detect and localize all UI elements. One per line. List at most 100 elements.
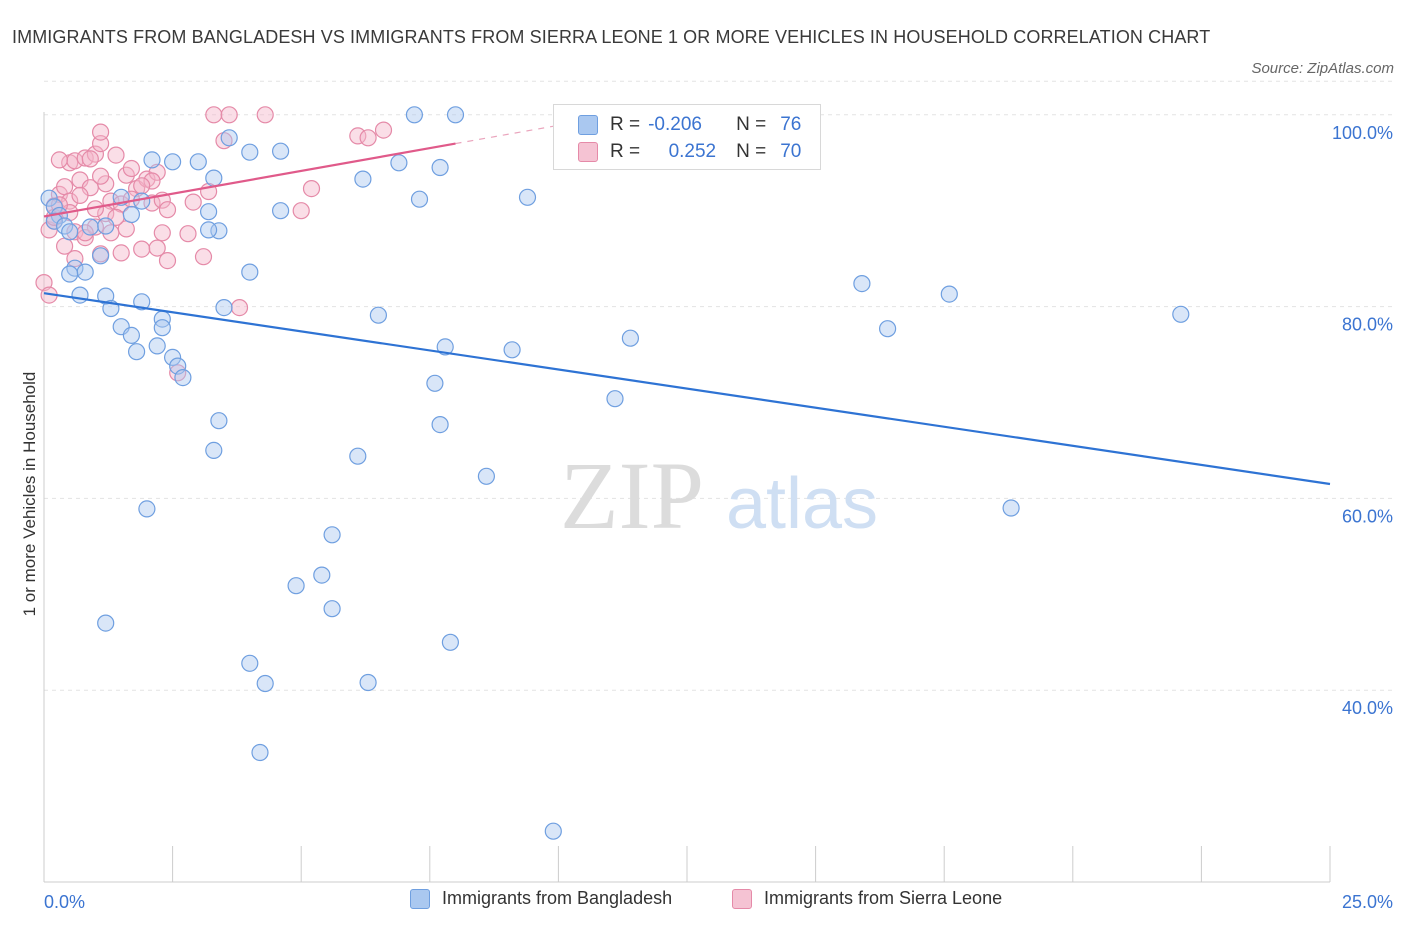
data-point — [287, 577, 305, 595]
sierra-leone-points — [35, 106, 393, 382]
data-point — [359, 129, 377, 147]
data-point — [133, 240, 151, 258]
data-point — [143, 151, 161, 169]
data-point — [133, 177, 151, 195]
data-point — [122, 159, 140, 178]
data-point — [133, 293, 151, 311]
data-point — [205, 106, 223, 124]
y-tick-label: 80.0% — [1342, 315, 1393, 335]
legend-label-bangladesh: Immigrants from Bangladesh — [442, 888, 673, 908]
r-value: 0.252 — [668, 141, 717, 162]
data-point — [164, 153, 182, 171]
data-point — [349, 447, 367, 465]
data-point — [143, 172, 161, 190]
data-point — [853, 275, 871, 293]
data-point — [477, 467, 495, 485]
data-point — [40, 189, 58, 207]
legend-swatch-blue — [410, 888, 430, 909]
data-point — [112, 244, 130, 262]
data-point — [436, 338, 454, 356]
data-point — [184, 193, 202, 211]
r-label: R = — [610, 114, 641, 135]
data-point — [122, 205, 140, 224]
data-point — [410, 190, 429, 208]
n-value: 76 — [780, 114, 802, 135]
data-point — [374, 121, 393, 139]
data-point — [1002, 499, 1020, 517]
data-point — [272, 142, 290, 160]
data-point — [158, 201, 177, 219]
data-point — [431, 158, 449, 177]
data-point — [241, 263, 259, 281]
data-point — [179, 225, 197, 243]
axes — [43, 112, 1331, 883]
stats-swatch-blue — [578, 115, 598, 135]
data-point — [138, 500, 156, 518]
n-label: N = — [736, 141, 767, 162]
data-point — [256, 106, 274, 124]
r-value: -0.206 — [648, 114, 702, 135]
bangladesh-points — [40, 106, 1190, 840]
data-point — [200, 221, 218, 239]
data-point — [86, 145, 105, 163]
data-point — [153, 319, 171, 337]
y-tick-label: 100.0% — [1332, 123, 1393, 143]
legend-item-sierra-leone[interactable]: Immigrants from Sierra Leone — [732, 888, 1002, 909]
trend-line-sierra-leone — [43, 142, 456, 218]
y-tick-label: 40.0% — [1342, 698, 1393, 718]
data-point — [220, 106, 238, 124]
x-tick-label-min: 0.0% — [44, 892, 85, 912]
data-point — [164, 348, 182, 366]
data-point — [323, 600, 341, 618]
watermark-atlas: atlas — [726, 464, 878, 544]
data-point — [91, 167, 110, 185]
legend-swatch-pink — [732, 888, 752, 909]
n-label: N = — [736, 114, 767, 135]
data-point — [148, 337, 166, 355]
data-point — [169, 364, 187, 382]
data-point — [313, 566, 331, 584]
data-point — [71, 286, 89, 304]
y-tick-label: 60.0% — [1342, 506, 1393, 526]
data-point — [210, 412, 228, 430]
legend: Immigrants from Bangladesh Immigrants fr… — [0, 888, 1406, 918]
data-point — [205, 441, 223, 459]
n-value: 70 — [780, 141, 802, 162]
data-point — [128, 343, 146, 361]
data-point — [71, 186, 89, 204]
trend-extension-sierra-leone — [455, 122, 569, 145]
stats-box: R = -0.206 N = 76 R = 0.252 N = 70 — [553, 104, 821, 170]
data-point — [97, 217, 115, 235]
data-point — [91, 123, 110, 141]
data-point — [302, 180, 321, 198]
data-point — [122, 326, 140, 344]
data-point — [518, 188, 537, 206]
data-point — [359, 673, 377, 692]
data-point — [194, 248, 213, 266]
y-axis-label: 1 or more Vehicles in Household — [20, 371, 39, 617]
data-point — [426, 374, 444, 392]
tick-labels: 40.0% 60.0% 80.0% 100.0% 0.0% 25.0% — [44, 123, 1393, 912]
data-point — [76, 263, 94, 281]
data-point — [107, 146, 125, 164]
data-point — [45, 212, 63, 230]
data-point — [1172, 305, 1190, 323]
data-point — [251, 743, 269, 762]
source-label: Source: ZipAtlas.com — [1251, 60, 1394, 77]
data-point — [76, 149, 94, 167]
data-point — [205, 169, 223, 187]
data-point — [66, 250, 84, 268]
legend-item-bangladesh[interactable]: Immigrants from Bangladesh — [410, 888, 672, 909]
data-point — [349, 127, 367, 145]
r-label: R = — [610, 141, 641, 162]
data-point — [503, 341, 521, 359]
data-point — [61, 265, 79, 283]
grid-lines — [44, 80, 1396, 691]
data-point — [61, 223, 79, 241]
trend-lines — [43, 122, 1331, 486]
data-point — [354, 170, 372, 188]
data-point — [256, 674, 274, 693]
trend-line-bangladesh — [43, 292, 1331, 486]
data-point — [405, 106, 423, 124]
